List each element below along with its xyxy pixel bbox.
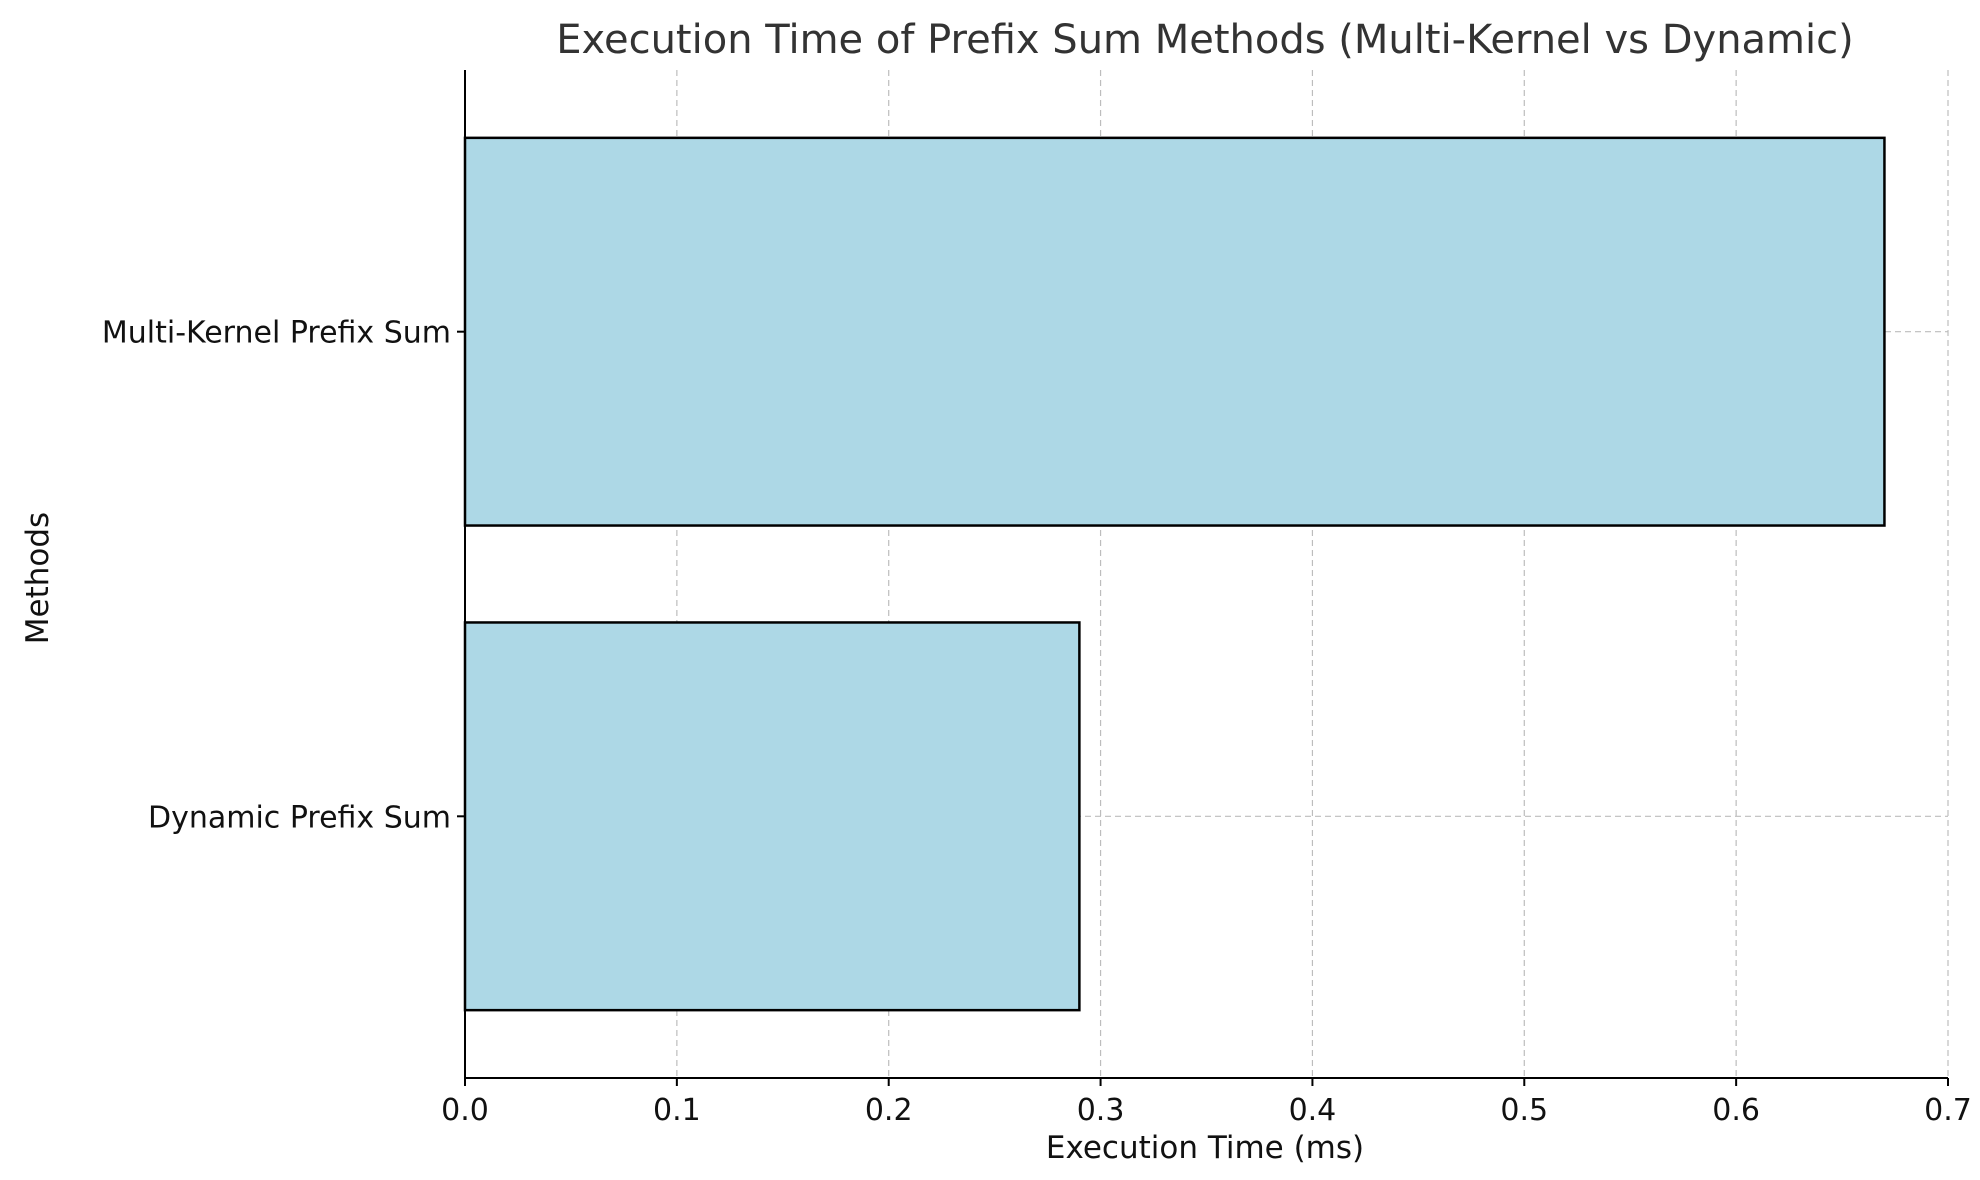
bars — [463, 136, 1886, 1012]
bar — [463, 136, 1886, 527]
x-axis-label: Execution Time (ms) — [1046, 1130, 1364, 1166]
x-ticks: 0.0 0.1 0.2 0.3 0.4 0.5 0.6 0.7 — [441, 1078, 1972, 1128]
axes — [464, 70, 1948, 1079]
x-tick-label: 0.2 — [865, 1093, 913, 1128]
chart-title: Execution Time of Prefix Sum Methods (Mu… — [556, 17, 1853, 63]
y-tick-label: Dynamic Prefix Sum — [148, 800, 451, 835]
x-tick-label: 0.7 — [1924, 1093, 1972, 1128]
y-ticks: Multi-Kernel Prefix Sum Dynamic Prefix Su… — [102, 316, 465, 835]
bar — [463, 621, 1081, 1012]
x-tick-label: 0.3 — [1077, 1093, 1125, 1128]
x-tick-label: 0.4 — [1289, 1093, 1337, 1128]
x-tick-label: 0.0 — [441, 1093, 489, 1128]
y-axis-label: Methods — [20, 512, 56, 644]
x-tick-label: 0.1 — [653, 1093, 701, 1128]
y-tick-label: Multi-Kernel Prefix Sum — [102, 316, 451, 351]
x-tick-label: 0.6 — [1712, 1093, 1760, 1128]
x-tick-label: 0.5 — [1500, 1093, 1548, 1128]
